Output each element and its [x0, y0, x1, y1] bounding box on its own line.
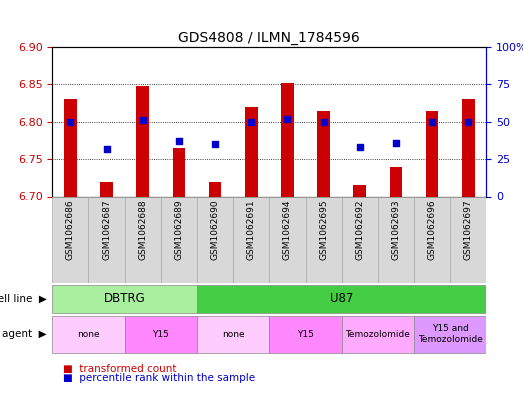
Bar: [305, 196, 342, 283]
Bar: [197, 316, 269, 353]
Bar: [124, 316, 197, 353]
Text: Temozolomide: Temozolomide: [345, 330, 411, 338]
Text: GSM1062696: GSM1062696: [428, 199, 437, 260]
Bar: [52, 196, 88, 283]
Bar: [269, 316, 342, 353]
Point: [175, 138, 183, 144]
Point: [66, 119, 75, 125]
Text: GSM1062688: GSM1062688: [138, 199, 147, 260]
Point: [247, 119, 255, 125]
Point: [428, 119, 436, 125]
Text: GSM1062691: GSM1062691: [247, 199, 256, 260]
Bar: [197, 196, 233, 283]
Text: none: none: [222, 330, 244, 338]
Point: [283, 116, 292, 122]
Bar: [88, 196, 124, 283]
Bar: [426, 110, 438, 196]
Bar: [342, 196, 378, 283]
Text: GSM1062697: GSM1062697: [464, 199, 473, 260]
Text: ■  transformed count: ■ transformed count: [63, 364, 176, 374]
Point: [139, 117, 147, 123]
Bar: [378, 196, 414, 283]
Bar: [52, 316, 124, 353]
Bar: [100, 182, 113, 196]
Point: [320, 119, 328, 125]
Bar: [414, 316, 486, 353]
Bar: [173, 148, 185, 196]
Bar: [64, 99, 77, 196]
Bar: [450, 196, 486, 283]
Title: GDS4808 / ILMN_1784596: GDS4808 / ILMN_1784596: [178, 31, 360, 45]
Bar: [209, 182, 221, 196]
Text: U87: U87: [330, 292, 354, 305]
Text: GSM1062687: GSM1062687: [102, 199, 111, 260]
Bar: [269, 196, 305, 283]
Point: [464, 119, 472, 125]
Bar: [414, 196, 450, 283]
Bar: [281, 83, 294, 196]
Text: GSM1062694: GSM1062694: [283, 199, 292, 260]
Bar: [342, 316, 414, 353]
Bar: [245, 107, 258, 196]
Point: [103, 145, 111, 152]
Bar: [390, 167, 402, 196]
Point: [356, 144, 364, 151]
Text: GSM1062689: GSM1062689: [174, 199, 184, 260]
Bar: [317, 110, 330, 196]
Text: GSM1062692: GSM1062692: [355, 199, 365, 260]
Point: [211, 141, 219, 147]
Bar: [197, 285, 486, 313]
Text: cell line  ▶: cell line ▶: [0, 294, 47, 304]
Bar: [161, 196, 197, 283]
Text: ■  percentile rank within the sample: ■ percentile rank within the sample: [63, 373, 255, 383]
Bar: [124, 196, 161, 283]
Text: GSM1062695: GSM1062695: [319, 199, 328, 260]
Text: GSM1062690: GSM1062690: [211, 199, 220, 260]
Text: Y15: Y15: [152, 330, 169, 338]
Text: GSM1062686: GSM1062686: [66, 199, 75, 260]
Text: Y15 and
Temozolomide: Y15 and Temozolomide: [418, 324, 483, 344]
Text: agent  ▶: agent ▶: [3, 329, 47, 339]
Bar: [52, 285, 197, 313]
Bar: [462, 99, 475, 196]
Bar: [137, 86, 149, 196]
Text: GSM1062693: GSM1062693: [391, 199, 401, 260]
Text: none: none: [77, 330, 100, 338]
Point: [392, 140, 400, 146]
Bar: [233, 196, 269, 283]
Bar: [354, 185, 366, 196]
Text: Y15: Y15: [297, 330, 314, 338]
Text: DBTRG: DBTRG: [104, 292, 145, 305]
